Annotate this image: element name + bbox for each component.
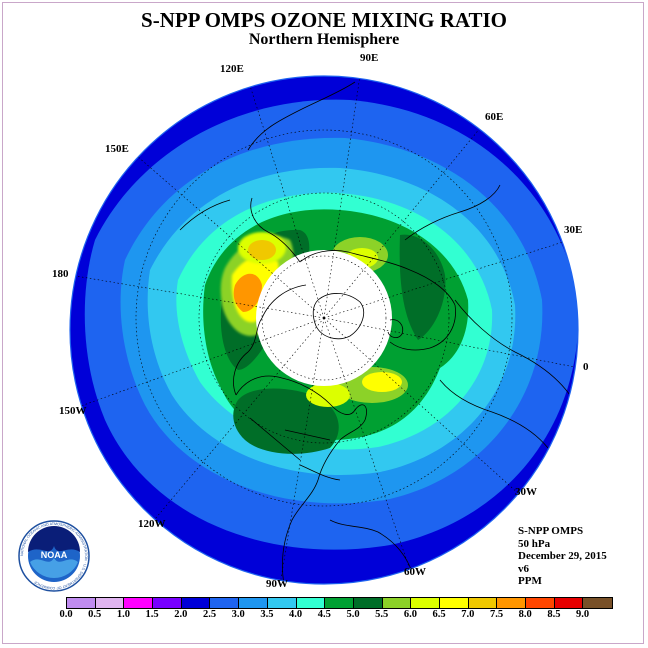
colorbar-swatch	[439, 598, 469, 608]
colorbar-tick-label: 7.5	[489, 609, 504, 620]
version-label: v6	[518, 562, 529, 575]
colorbar-tick-label: 6.0	[403, 609, 417, 620]
colorbar-tick-label: 8.5	[547, 609, 561, 620]
colorbar-tick-label: 7.0	[461, 609, 475, 620]
colorbar-swatch	[296, 598, 326, 608]
colorbar-swatch	[382, 598, 412, 608]
data-info-block: S-NPP OMPS 50 hPa December 29, 2015 v6 P…	[518, 525, 607, 588]
colorbar-tick-label: 3.5	[260, 609, 274, 620]
colorbar-tick-label: 5.5	[375, 609, 389, 620]
lon-label-0: 0	[583, 361, 589, 373]
colorbar-swatch	[210, 598, 240, 608]
colorbar-swatch	[468, 598, 498, 608]
colorbar-tick-label: 0.0	[59, 609, 73, 620]
lon-label-150w: 150W	[59, 405, 87, 417]
colorbar-ticks: 0.0 0.5 1.0 1.5 2.0 2.5 3.0 3.5 4.0 4.5 5.0 5.5 6.0 6…	[52, 609, 597, 623]
pressure-level-label: 50 hPa	[518, 537, 551, 550]
colorbar-swatch	[153, 598, 182, 608]
map-subtitle: Northern Hemisphere	[248, 31, 400, 48]
map-title: S-NPP OMPS OZONE MIXING RATIO	[141, 8, 507, 32]
colorbar-swatch	[554, 598, 584, 608]
lon-label-90e: 90E	[360, 52, 379, 64]
noaa-logo-text: NOAA	[41, 550, 68, 560]
colorbar-tick-label: 3.0	[231, 609, 245, 620]
colorbar	[66, 597, 614, 609]
colorbar-swatch	[67, 598, 96, 608]
lon-label-30w: 30W	[515, 486, 537, 498]
lon-label-90w: 90W	[266, 578, 288, 590]
colorbar-tick-label: 2.0	[174, 609, 188, 620]
graticule	[70, 76, 578, 584]
colorbar-tick-label: 8.0	[518, 609, 532, 620]
colorbar-swatch	[181, 598, 211, 608]
colorbar-tick-label: 9.0	[576, 609, 590, 620]
colorbar-swatch	[526, 598, 555, 608]
lon-label-120w: 120W	[138, 518, 166, 530]
colorbar-tick-label: 4.0	[289, 609, 303, 620]
colorbar-swatch	[497, 598, 526, 608]
colorbar-swatch	[124, 598, 154, 608]
instrument-label: S-NPP OMPS	[518, 525, 584, 537]
colorbar-swatch	[325, 598, 354, 608]
colorbar-tick-label: 1.0	[116, 609, 130, 620]
colorbar-swatch	[583, 598, 613, 608]
colorbar-swatch	[95, 598, 125, 608]
lon-label-150e: 150E	[105, 143, 129, 155]
date-label: December 29, 2015	[518, 550, 607, 562]
colorbar-tick-label: 2.5	[202, 609, 217, 620]
ozone-contour-field	[70, 76, 578, 584]
colorbar-tick-label: 0.5	[88, 609, 102, 620]
colorbar-tick-label: 6.5	[432, 609, 446, 620]
colorbar-tick-label: 5.0	[346, 609, 360, 620]
noaa-logo: NOAA NATIONAL OCEANIC AND ATMOSPHERIC AD…	[18, 520, 90, 592]
colorbar-swatch	[267, 598, 297, 608]
colorbar-tick-label: 4.5	[317, 609, 331, 620]
lon-label-60w: 60W	[404, 566, 426, 578]
colorbar-swatch	[353, 598, 383, 608]
lon-label-60e: 60E	[485, 111, 504, 123]
colorbar-tick-label: 1.5	[145, 609, 159, 620]
lon-label-180: 180	[52, 268, 69, 280]
map-boundary	[69, 75, 579, 585]
lon-label-120e: 120E	[220, 63, 244, 75]
units-label: PPM	[518, 575, 542, 587]
lon-label-30e: 30E	[564, 224, 583, 236]
colorbar-swatch	[411, 598, 440, 608]
colorbar-swatch	[239, 598, 268, 608]
coastlines	[179, 81, 573, 584]
